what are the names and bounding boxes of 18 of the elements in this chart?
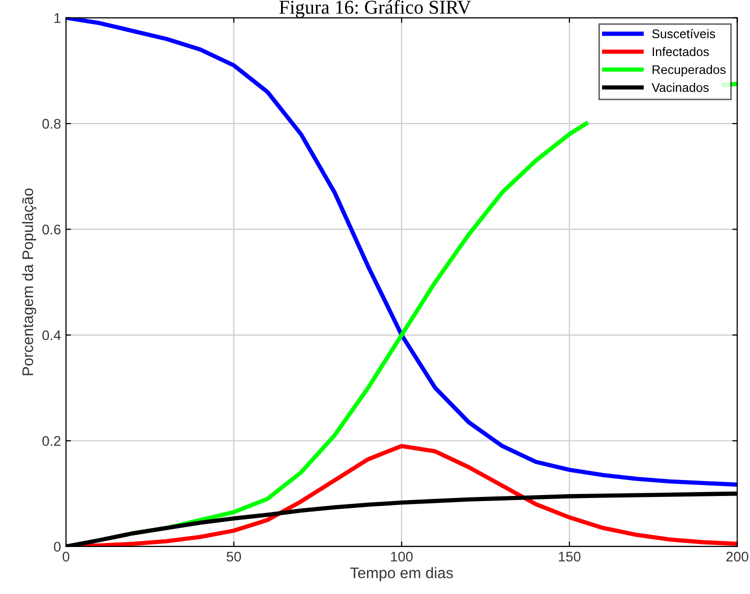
legend-label: Infectados bbox=[652, 46, 709, 56]
legend-label: Vacinados bbox=[652, 82, 709, 92]
x-tick-label: 100 bbox=[391, 552, 413, 562]
x-tick-label: 150 bbox=[558, 552, 580, 562]
y-tick-label: 0 bbox=[54, 542, 61, 552]
x-tick-label: 200 bbox=[726, 552, 748, 562]
x-tick-label: 50 bbox=[226, 552, 241, 562]
y-tick-label: 0.8 bbox=[42, 118, 61, 129]
y-tick-label: 0.4 bbox=[42, 330, 61, 340]
y-tick-label: 0.6 bbox=[42, 224, 61, 234]
legend-label: Recuperados bbox=[652, 64, 726, 77]
x-axis-title: Tempo em dias bbox=[350, 567, 453, 582]
x-tick-label: 0 bbox=[62, 552, 70, 562]
legend-label: Suscetíveis bbox=[652, 28, 716, 38]
chart-title: Figura 16: Gráfico SIRV bbox=[279, 0, 471, 18]
y-tick-label: 0.2 bbox=[42, 436, 60, 446]
y-axis-title: Porcentagem da População bbox=[22, 188, 36, 376]
y-tick-label: 1 bbox=[54, 13, 60, 23]
